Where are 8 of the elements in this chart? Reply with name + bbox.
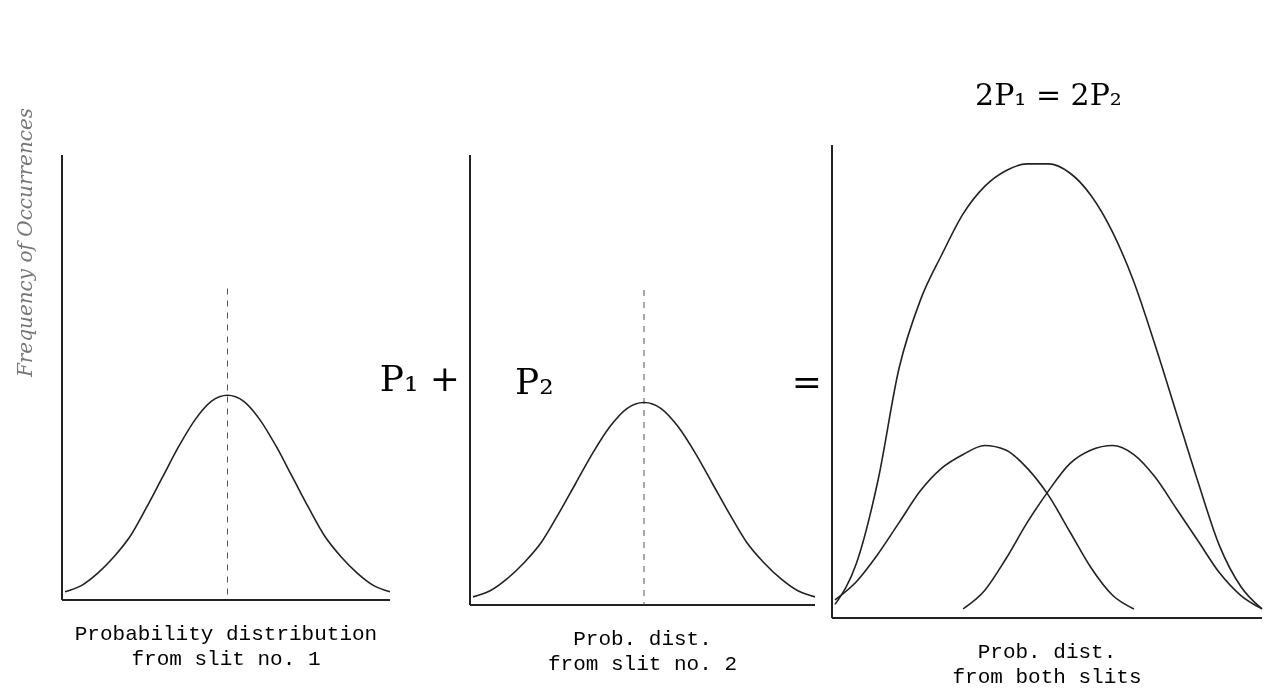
- annotation: P₁ +: [379, 357, 460, 399]
- x-axis-title: Prob. dist. from slit no. 2: [547, 628, 738, 676]
- x-axis-title: Probability distribution from slit no. 1: [74, 623, 378, 671]
- x-axis-title: Prob. dist. from both slits: [952, 641, 1142, 689]
- text: =: [791, 360, 822, 402]
- chart-title: 2P₁ = 2P₂: [975, 77, 1122, 112]
- y-axis-title: Frequency of Occurrences: [13, 107, 37, 379]
- text: P₂: [515, 360, 554, 402]
